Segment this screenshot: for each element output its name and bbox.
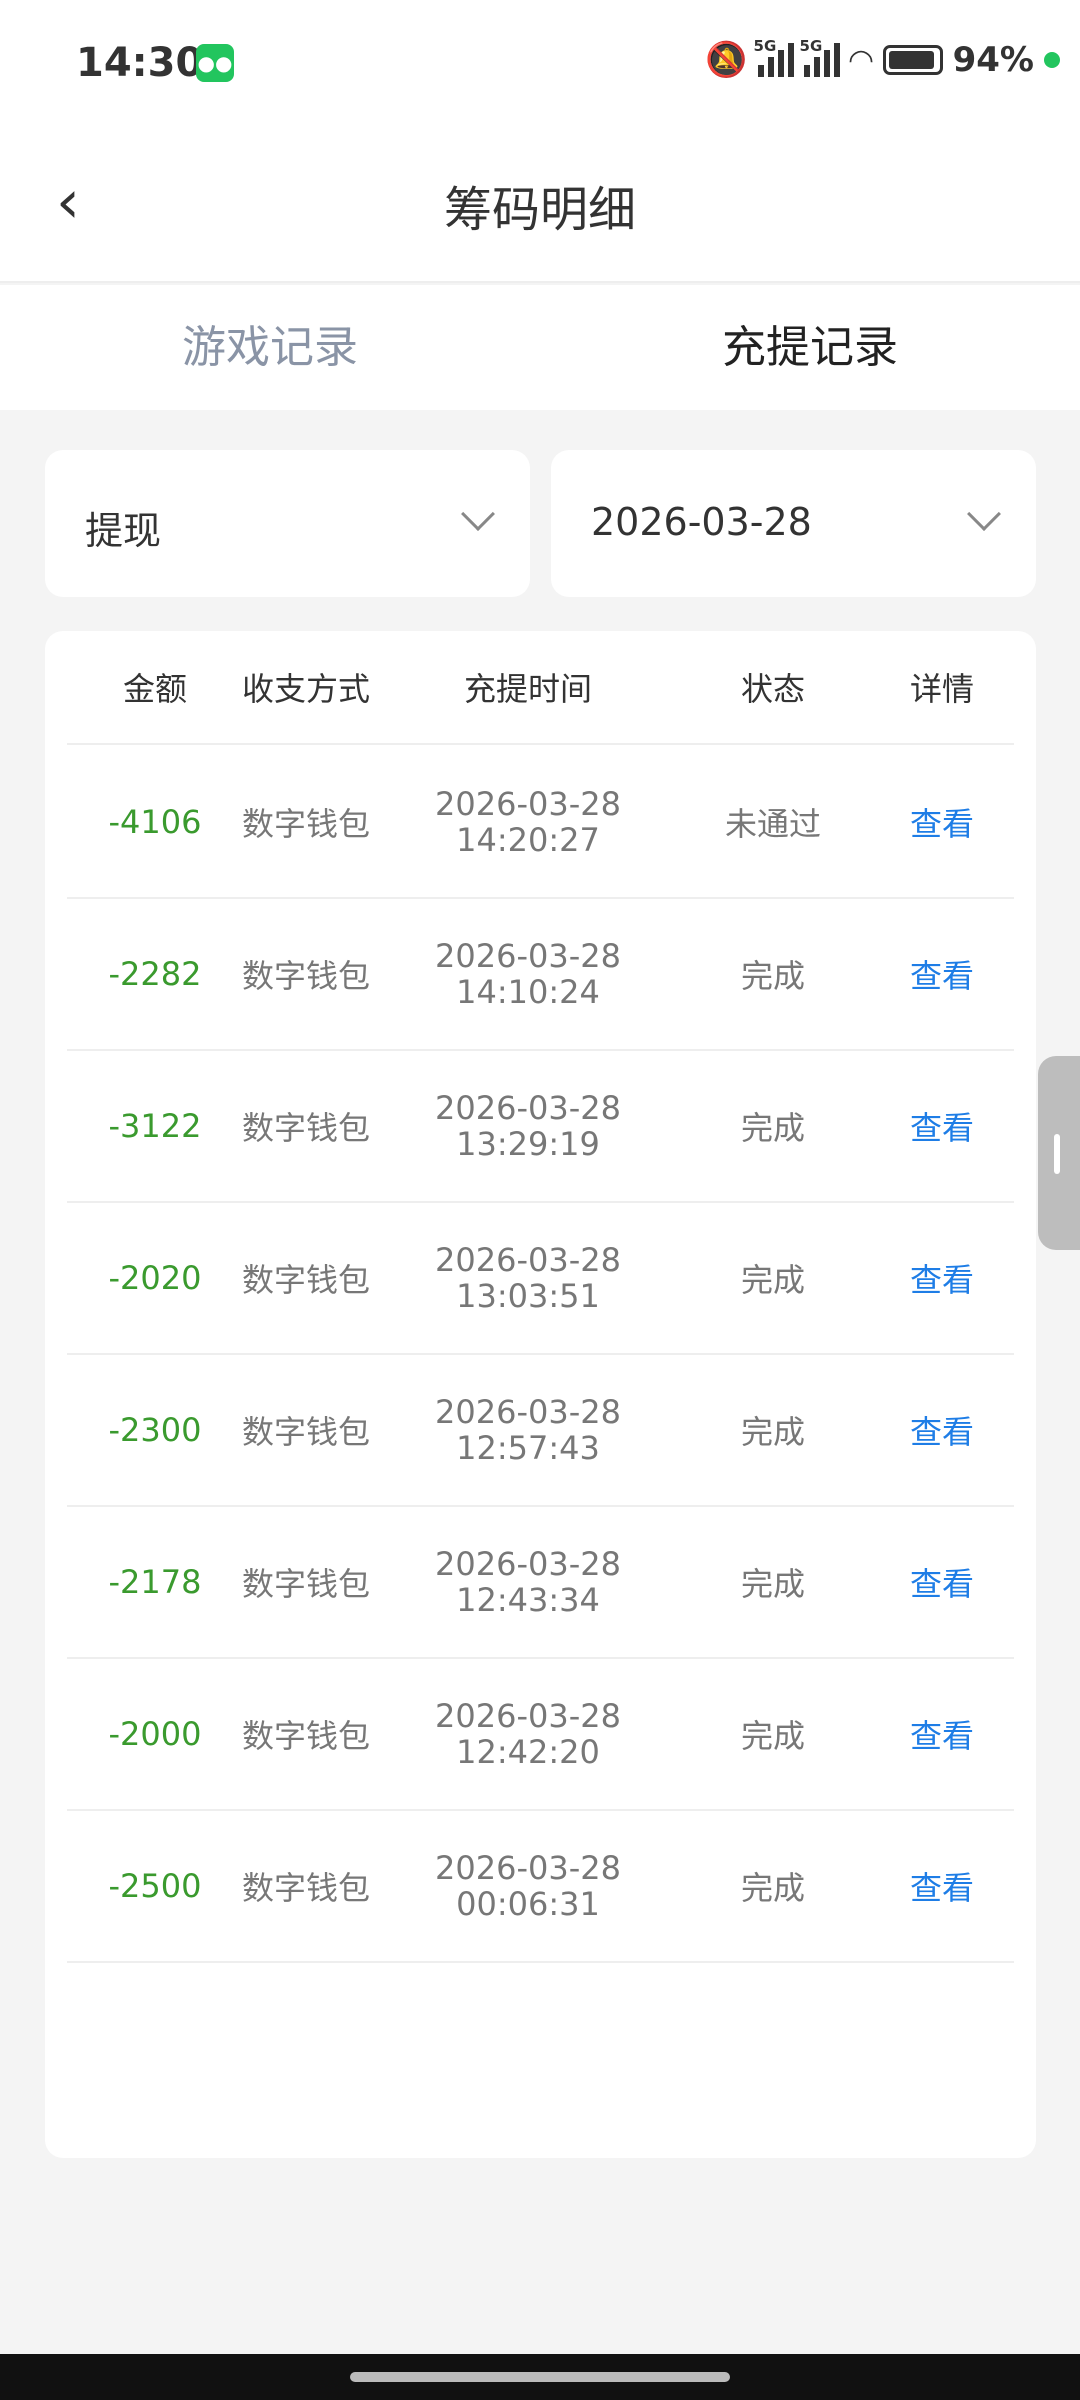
- time: 13:03:51: [456, 1277, 600, 1315]
- date: 2026-03-28: [435, 1849, 621, 1887]
- column-header-amount: 金额: [122, 670, 188, 708]
- status: 未通过: [724, 805, 822, 843]
- chevron-left-icon: ‹: [56, 167, 80, 237]
- status: 完成: [740, 1413, 806, 1451]
- time: 12:42:20: [456, 1733, 600, 1771]
- side-drawer-handle[interactable]: [1038, 1056, 1080, 1250]
- status: 完成: [740, 1109, 806, 1147]
- view-detail-link[interactable]: 查看: [909, 805, 975, 843]
- column-header-detail: 详情: [909, 670, 975, 708]
- network-type: 5G: [799, 37, 823, 55]
- method: 数字钱包: [241, 1717, 371, 1755]
- signal-icon: 5G: [800, 37, 840, 77]
- time: 14:20:27: [456, 821, 600, 859]
- network-type: 5G: [753, 37, 777, 55]
- date-dropdown-value: 2026-03-28: [591, 500, 812, 544]
- date: 2026-03-28: [435, 1545, 621, 1583]
- status-time: 14:30: [76, 40, 204, 86]
- time: 14:10:24: [456, 973, 600, 1011]
- method: 数字钱包: [241, 1869, 371, 1907]
- navigation-bar: [0, 2354, 1080, 2400]
- view-detail-link[interactable]: 查看: [909, 1109, 975, 1147]
- chevron-down-icon: [461, 497, 495, 531]
- view-detail-link[interactable]: 查看: [909, 1413, 975, 1451]
- page-title: 筹码明细: [443, 182, 636, 238]
- table-row: -2178 数字钱包 2026-03-28 12:43:34 完成 查看: [67, 1507, 1014, 1659]
- date-dropdown[interactable]: 2026-03-28: [551, 450, 1036, 597]
- status: 完成: [740, 1565, 806, 1603]
- column-header-time: 充提时间: [463, 670, 593, 708]
- status: 完成: [740, 1869, 806, 1907]
- datetime: 2026-03-28 12:42:20: [435, 1698, 621, 1770]
- datetime: 2026-03-28 13:29:19: [435, 1090, 621, 1162]
- amount: -2500: [108, 1867, 202, 1905]
- table-row: -2000 数字钱包 2026-03-28 12:42:20 完成 查看: [67, 1659, 1014, 1811]
- wifi-icon: ◠: [849, 42, 873, 78]
- date: 2026-03-28: [435, 1697, 621, 1735]
- method: 数字钱包: [241, 1109, 371, 1147]
- time: 13:29:19: [456, 1125, 600, 1163]
- amount: -2282: [108, 955, 202, 993]
- amount: -2300: [108, 1411, 202, 1449]
- table-header: 金额 收支方式 充提时间 状态 详情: [67, 631, 1014, 745]
- table-row: -2500 数字钱包 2026-03-28 00:06:31 完成 查看: [67, 1811, 1014, 1963]
- battery-percent: 94%: [952, 40, 1034, 80]
- status: 完成: [740, 1261, 806, 1299]
- type-dropdown-value: 提现: [85, 509, 162, 553]
- tab-deposit-withdraw-records[interactable]: 充提记录: [722, 322, 898, 373]
- datetime: 2026-03-28 00:06:31: [435, 1850, 621, 1922]
- datetime: 2026-03-28 13:03:51: [435, 1242, 621, 1314]
- table-row: -3122 数字钱包 2026-03-28 13:29:19 完成 查看: [67, 1051, 1014, 1203]
- datetime: 2026-03-28 14:20:27: [435, 786, 621, 858]
- date: 2026-03-28: [435, 1393, 621, 1431]
- signal-icon: 5G: [754, 37, 794, 77]
- method: 数字钱包: [241, 957, 371, 995]
- datetime: 2026-03-28 12:43:34: [435, 1546, 621, 1618]
- amount: -3122: [108, 1107, 202, 1145]
- status: 完成: [740, 1717, 806, 1755]
- home-indicator[interactable]: [350, 2372, 730, 2382]
- tab-game-records[interactable]: 游戏记录: [182, 322, 358, 373]
- date: 2026-03-28: [435, 785, 621, 823]
- amount: -2020: [108, 1259, 202, 1297]
- datetime: 2026-03-28 12:57:43: [435, 1394, 621, 1466]
- table-row: -4106 数字钱包 2026-03-28 14:20:27 未通过 查看: [67, 747, 1014, 899]
- date: 2026-03-28: [435, 1241, 621, 1279]
- status: 完成: [740, 957, 806, 995]
- datetime: 2026-03-28 14:10:24: [435, 938, 621, 1010]
- time: 00:06:31: [456, 1885, 600, 1923]
- amount: -2000: [108, 1715, 202, 1753]
- records-table: 金额 收支方式 充提时间 状态 详情 -4106 数字钱包 2026-03-28…: [45, 631, 1036, 2158]
- privacy-dot-icon: [1044, 52, 1060, 68]
- date: 2026-03-28: [435, 937, 621, 975]
- time: 12:43:34: [456, 1581, 600, 1619]
- wechat-notification-icon: ●●: [196, 44, 234, 82]
- table-row: -2300 数字钱包 2026-03-28 12:57:43 完成 查看: [67, 1355, 1014, 1507]
- view-detail-link[interactable]: 查看: [909, 1717, 975, 1755]
- chevron-down-icon: [967, 497, 1001, 531]
- amount: -2178: [108, 1563, 202, 1601]
- view-detail-link[interactable]: 查看: [909, 957, 975, 995]
- view-detail-link[interactable]: 查看: [909, 1261, 975, 1299]
- method: 数字钱包: [241, 1261, 371, 1299]
- status-bar: 14:30 ●● 🔕 5G 5G ◠ 94%: [0, 0, 1080, 130]
- bell-muted-icon: 🔕: [705, 40, 748, 80]
- table-row: -2020 数字钱包 2026-03-28 13:03:51 完成 查看: [67, 1203, 1014, 1355]
- view-detail-link[interactable]: 查看: [909, 1565, 975, 1603]
- battery-icon: [882, 45, 943, 75]
- table-row: -2282 数字钱包 2026-03-28 14:10:24 完成 查看: [67, 899, 1014, 1051]
- method: 数字钱包: [241, 1565, 371, 1603]
- column-header-status: 状态: [740, 670, 806, 708]
- app-header: ‹ 筹码明细: [0, 130, 1080, 283]
- amount: -4106: [108, 803, 202, 841]
- method: 数字钱包: [241, 805, 371, 843]
- time: 12:57:43: [456, 1429, 600, 1467]
- method: 数字钱包: [241, 1413, 371, 1451]
- column-header-method: 收支方式: [241, 670, 371, 708]
- tab-bar: 游戏记录 充提记录: [0, 285, 1080, 410]
- back-button[interactable]: ‹: [56, 172, 96, 232]
- type-dropdown[interactable]: 提现: [45, 450, 530, 597]
- date: 2026-03-28: [435, 1089, 621, 1127]
- view-detail-link[interactable]: 查看: [909, 1869, 975, 1907]
